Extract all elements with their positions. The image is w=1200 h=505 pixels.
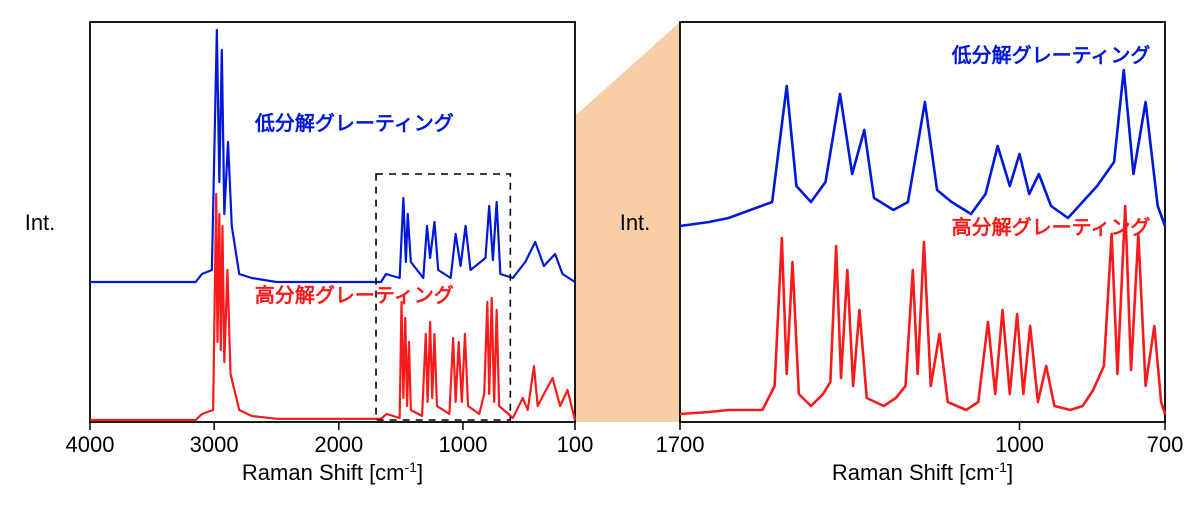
left-xtick-label: 100: [557, 432, 594, 457]
left-xlabel: Raman Shift [cm-1]: [242, 459, 423, 485]
left-xtick-label: 2000: [314, 432, 363, 457]
figure-wrap: 4000 3000 2000 1000 100 Int. Raman Shift [cm-1…: [0, 0, 1200, 500]
left-xtick-label: 4000: [66, 432, 115, 457]
right-xtick-label: 1000: [995, 432, 1044, 457]
left-ylabel: Int.: [25, 210, 56, 235]
right-xtick-label: 1700: [656, 432, 705, 457]
left-blue-legend: 低分解グレーティング: [254, 111, 454, 135]
left-plot-frame: [90, 22, 575, 422]
right-red-legend: 高分解グレーティング: [952, 215, 1151, 239]
right-xlabel: Raman Shift [cm-1]: [832, 459, 1013, 485]
left-xtick-label: 1000: [438, 432, 487, 457]
right-ylabel: Int.: [620, 210, 651, 235]
figure-svg: 4000 3000 2000 1000 100 Int. Raman Shift [cm-1…: [0, 0, 1200, 500]
left-xtick-label: 3000: [190, 432, 239, 457]
right-xtick-label: 700: [1147, 432, 1184, 457]
right-blue-legend: 低分解グレーティング: [951, 43, 1151, 67]
left-red-legend: 高分解グレーティング: [255, 283, 454, 307]
